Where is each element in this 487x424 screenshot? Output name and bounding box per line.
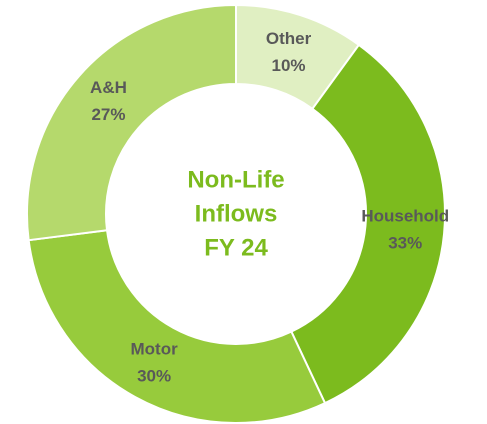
slice-value: 30%	[137, 366, 171, 385]
slice	[27, 229, 327, 424]
center-title: Non-Life	[187, 166, 284, 193]
slice-value: 10%	[272, 56, 306, 75]
center-title: Inflows	[195, 200, 278, 227]
slice-label: Motor	[130, 339, 178, 358]
slice-value: 33%	[388, 233, 422, 252]
slice-label: Household	[361, 206, 449, 225]
slice-label: Other	[266, 29, 312, 48]
slice-value: 27%	[91, 105, 125, 124]
center-title: FY 24	[204, 234, 268, 261]
slice	[290, 43, 446, 405]
slice	[26, 3, 237, 242]
slice-label: A&H	[90, 78, 127, 97]
